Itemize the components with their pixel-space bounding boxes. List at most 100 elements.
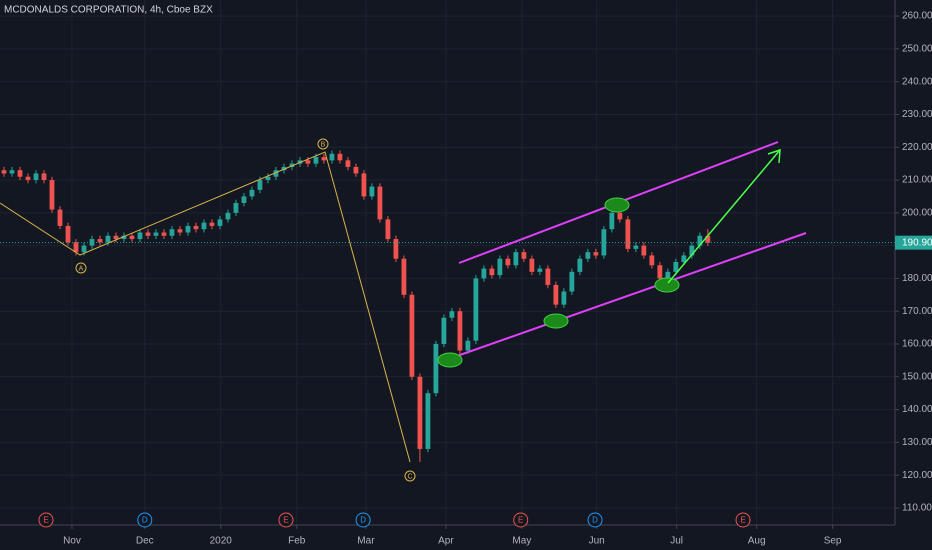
wave-marker: [404, 470, 416, 482]
candle-body: [705, 235, 711, 243]
candle-body: [33, 173, 39, 181]
candle-body: [585, 252, 591, 259]
candle-body: [49, 180, 55, 210]
y-tick-label: 180.00: [902, 273, 932, 284]
candle-body: [185, 225, 191, 233]
candle-body: [681, 255, 687, 263]
x-tick-label: Nov: [63, 536, 81, 547]
candle-body: [297, 160, 303, 164]
candle-body: [361, 173, 367, 197]
candle-body: [393, 239, 399, 259]
candle-body: [689, 245, 695, 256]
x-tick-label: Feb: [288, 536, 306, 547]
candle-body: [417, 376, 423, 449]
candle-body: [313, 157, 319, 164]
touch-marker: [604, 197, 630, 213]
candle-body: [161, 232, 167, 236]
wave-label: C: [407, 473, 412, 480]
candle-body: [385, 219, 391, 240]
candle-body: [1, 170, 7, 174]
last-price-box: [895, 235, 932, 250]
y-tick-label: 130.00: [902, 437, 932, 448]
y-tick-label: 210.00: [902, 175, 932, 186]
candle-body: [153, 232, 159, 236]
candle-body: [529, 258, 535, 272]
projection-arrow: [667, 149, 781, 284]
candle-body: [281, 166, 287, 171]
event-label: E: [740, 516, 745, 525]
candle-body: [257, 180, 263, 190]
candle-body: [105, 235, 111, 243]
y-tick-label: 200.00: [902, 207, 932, 218]
y-tick-label: 110.00: [902, 503, 932, 514]
candle-body: [137, 232, 143, 240]
wave-label: B: [321, 141, 326, 148]
candle-body: [177, 229, 183, 233]
x-tick-label: Jul: [670, 536, 683, 547]
candle-body: [233, 202, 239, 213]
event-marker: [355, 512, 371, 528]
x-tick-label: Dec: [136, 536, 154, 547]
candle-body: [489, 268, 495, 276]
candle-body: [497, 258, 503, 276]
candle-body: [449, 311, 455, 318]
candle-body: [17, 170, 23, 177]
y-tick-label: 150.00: [902, 371, 932, 382]
candle-body: [89, 239, 95, 246]
wave-line: [0, 151, 411, 463]
candle-body: [345, 160, 351, 167]
y-tick-label: 160.00: [902, 339, 932, 350]
channel-lower: [439, 232, 807, 363]
candle-body: [225, 212, 231, 220]
event-marker: [587, 512, 603, 528]
candle-body: [57, 209, 63, 226]
candle-body: [409, 294, 415, 377]
event-marker: [38, 512, 54, 528]
candle-body: [641, 245, 647, 256]
candle-body: [41, 173, 47, 181]
candle-body: [65, 225, 71, 243]
arrow-head: [767, 148, 781, 164]
candle-body: [649, 255, 655, 266]
candle-body: [273, 170, 279, 177]
wave-marker: [317, 138, 329, 150]
candle-body: [241, 196, 247, 203]
candle-body: [129, 235, 135, 240]
y-tick-label: 120.00: [902, 470, 932, 481]
candle-body: [657, 265, 663, 279]
candle-body: [9, 170, 15, 174]
candle-body: [217, 219, 223, 226]
x-tick-label: Aug: [748, 536, 766, 547]
drawings: [0, 138, 807, 482]
candle-body: [169, 229, 175, 236]
candle-body: [193, 225, 199, 230]
candle-body: [625, 219, 631, 249]
candle-body: [473, 278, 479, 341]
event-label: E: [43, 516, 48, 525]
y-tick-label: 170.00: [902, 306, 932, 317]
candle-body: [513, 252, 519, 266]
event-label: D: [142, 516, 148, 525]
candle-body: [633, 245, 639, 249]
event-label: D: [360, 516, 366, 525]
candle-body: [425, 393, 431, 449]
candle-body: [201, 222, 207, 230]
candle-body: [561, 291, 567, 305]
event-marker: [513, 512, 529, 528]
candle-body: [617, 212, 623, 220]
axes: 110.00 120.00 130.00 140.00 150.00 160.00 170.…: [38, 11, 932, 547]
candle-body: [369, 186, 375, 197]
candle-body: [289, 163, 295, 167]
candle-body: [665, 271, 671, 279]
candle-body: [457, 311, 463, 351]
x-tick-label: 2020: [210, 536, 233, 547]
candle-body: [593, 252, 599, 256]
candle-body: [145, 232, 151, 236]
x-tick-label: Jun: [589, 536, 605, 547]
y-tick-label: 240.00: [902, 76, 932, 87]
touch-marker: [437, 352, 463, 368]
candle-body: [537, 268, 543, 272]
